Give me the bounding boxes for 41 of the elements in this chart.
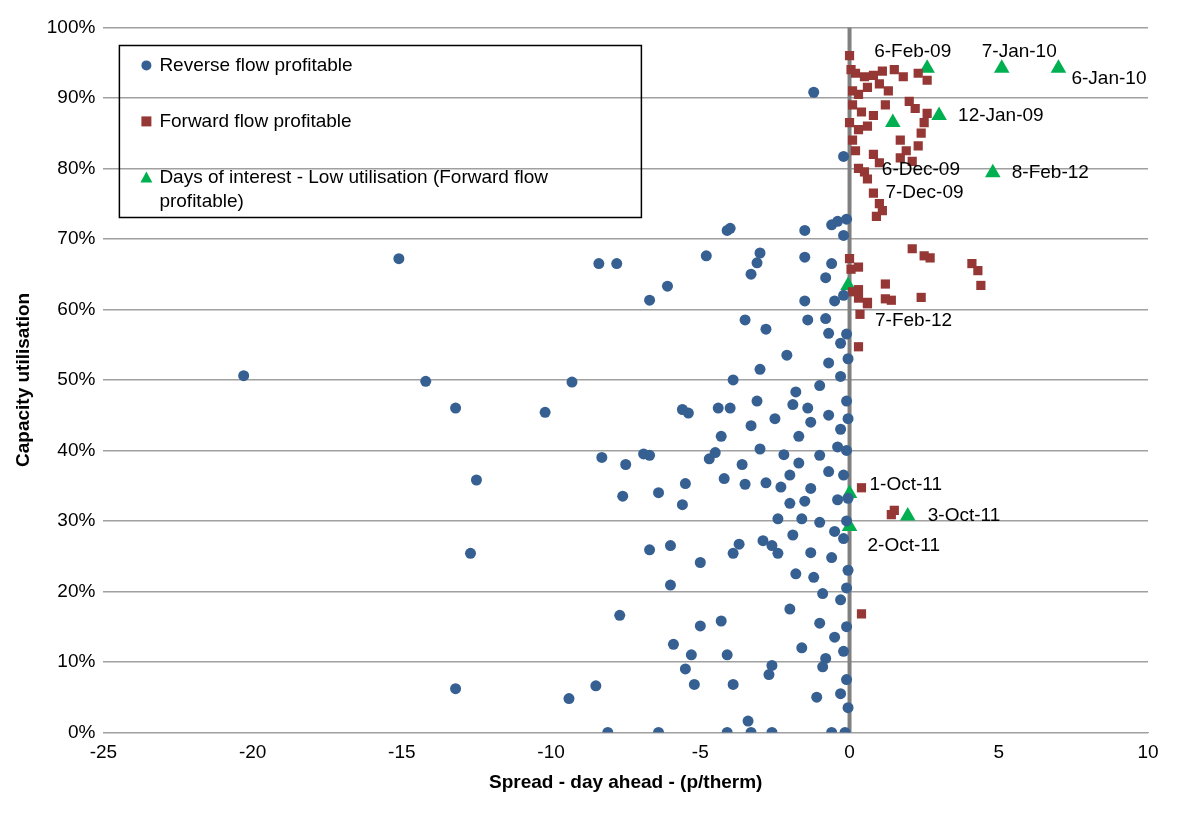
annotation: 6-Feb-09 xyxy=(874,39,952,61)
x-tick-label: -25 xyxy=(89,741,118,763)
annotation: 6-Dec-09 xyxy=(881,157,960,179)
legend-label: Forward flow profitable xyxy=(159,109,352,131)
y-axis-title: Capacity utilisation xyxy=(11,292,33,467)
y-tick-label: 20% xyxy=(57,579,96,601)
legend-label: Reverse flow profitable xyxy=(159,53,353,75)
y-tick-label: 70% xyxy=(57,227,96,249)
y-tick-label: 50% xyxy=(57,368,96,390)
annotation: 6-Jan-10 xyxy=(1071,66,1147,88)
point xyxy=(899,506,916,521)
y-tick-label: 0% xyxy=(67,720,96,742)
annotation: 8-Feb-12 xyxy=(1011,160,1089,182)
y-tick-label: 90% xyxy=(57,86,96,108)
annotation: 1-Oct-11 xyxy=(869,472,943,494)
y-tick-label: 30% xyxy=(57,509,96,531)
annotation: 12-Jan-09 xyxy=(958,103,1044,125)
y-tick-label: 60% xyxy=(57,297,96,319)
x-tick-label: 10 xyxy=(1137,741,1159,763)
point xyxy=(931,106,947,121)
y-tick-label: 80% xyxy=(57,156,96,178)
x-tick-label: 0 xyxy=(844,741,855,763)
annotation: 3-Oct-11 xyxy=(927,504,1001,526)
x-tick-label: 5 xyxy=(993,741,1005,763)
annotation: 7-Jan-10 xyxy=(981,39,1057,61)
annotation: 7-Feb-12 xyxy=(875,308,953,330)
x-tick-label: -5 xyxy=(691,741,709,763)
y-tick-label: 40% xyxy=(57,438,96,460)
y-tick-label: 100% xyxy=(46,15,96,37)
annotation: 2-Oct-11 xyxy=(867,533,941,555)
annotation: 7-Dec-09 xyxy=(885,181,964,203)
point xyxy=(985,163,1001,178)
point xyxy=(1050,59,1067,73)
x-tick-label: -10 xyxy=(537,741,565,763)
x-axis-title: Spread - day ahead - (p/therm) xyxy=(488,770,763,792)
point xyxy=(885,113,901,128)
legend-label: Days of interest - Low utilisation (Forward flow profitable) xyxy=(159,165,549,211)
x-tick-label: -20 xyxy=(238,741,267,763)
point xyxy=(993,59,1010,73)
y-tick-label: 10% xyxy=(57,650,96,672)
x-tick-label: -15 xyxy=(388,741,416,763)
